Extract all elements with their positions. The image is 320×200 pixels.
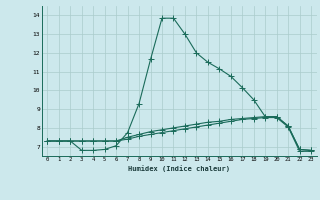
X-axis label: Humidex (Indice chaleur): Humidex (Indice chaleur) xyxy=(128,165,230,172)
